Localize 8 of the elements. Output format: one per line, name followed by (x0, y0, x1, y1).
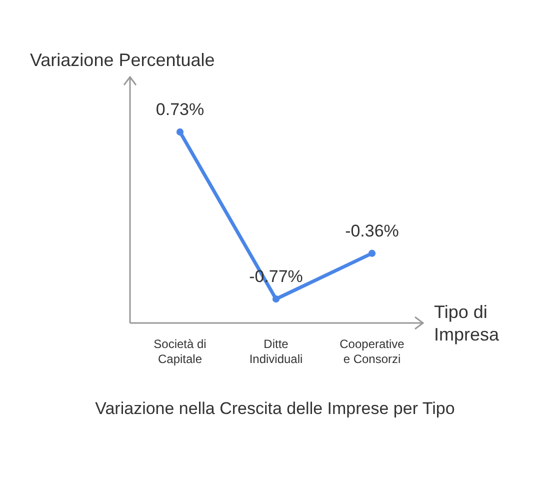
x-tick-label: Società di Capitale (154, 337, 206, 366)
x-tick-label: Ditte Individuali (249, 337, 303, 366)
text: Variazione nella Crescita delle Imprese per Tipo (95, 399, 455, 418)
x-axis-title: Tipo di Impresa (434, 302, 500, 344)
data-label: 0.73% (156, 100, 204, 119)
x-tick-label: Cooperative e Consorzi (340, 337, 405, 366)
data-label: -0.36% (345, 221, 399, 240)
y-axis-title: Variazione Percentuale (30, 50, 215, 70)
